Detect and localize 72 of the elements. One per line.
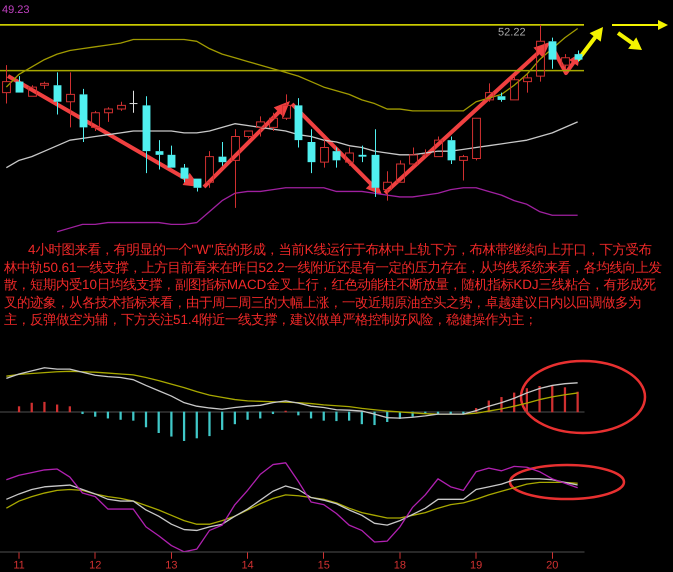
candlestick (498, 92, 506, 102)
annotation: 52.22 (498, 26, 526, 38)
bar (360, 412, 363, 424)
candlestick (2, 64, 11, 104)
candlestick (523, 74, 532, 94)
candlestick (117, 101, 126, 112)
bar (106, 412, 110, 418)
candlestick (448, 136, 456, 164)
candlestick (345, 147, 354, 166)
x-tick-label: 13 (165, 559, 178, 572)
bar (68, 406, 71, 412)
candlestick (548, 37, 556, 70)
text: 49.23 (2, 4, 30, 16)
candlestick (218, 142, 226, 166)
candlestick (142, 96, 150, 174)
x-tick-label: 11 (13, 559, 25, 572)
candlestick (168, 145, 176, 168)
candlestick (561, 54, 570, 70)
candlestick (156, 140, 164, 170)
bar (30, 402, 33, 412)
candlestick (320, 140, 329, 168)
x-tick-label: 14 (241, 559, 254, 572)
candlestick (16, 76, 24, 93)
candlestick (574, 50, 582, 62)
bar (158, 412, 160, 434)
candlestick (194, 178, 202, 192)
candlestick (308, 128, 316, 174)
candlestick (54, 72, 62, 116)
candlestick (294, 98, 302, 148)
bar (272, 412, 274, 414)
bar (259, 412, 262, 418)
candlestick (129, 90, 138, 114)
bar (234, 412, 236, 424)
candlestick (180, 163, 188, 183)
x-tick-label: 19 (470, 559, 482, 572)
candlestick (332, 147, 340, 168)
bar (119, 412, 122, 420)
bar (576, 392, 579, 412)
bar (310, 412, 312, 418)
bar (144, 412, 148, 428)
bar (246, 412, 249, 420)
bar (56, 404, 58, 412)
candlestick (80, 88, 88, 143)
bar (322, 412, 325, 421)
bar (551, 385, 554, 412)
bar (297, 412, 300, 416)
candlestick (383, 170, 392, 202)
candlestick (231, 128, 240, 208)
bar (81, 412, 84, 414)
bar (94, 412, 96, 417)
text: 4小时图来看，有明显的一个"W"底的形成，当前K线运行于布林中上轨下方，布林带继续向上开口，下方受布林中轨50.61一线支撑，上方目前看来在昨日52.2一线附近还是有一定的压力存在，从均线系统来看，各均线向上发散，短期内受10日均线支撑，副图指标MACD金叉上行，红色动能柱不断放量，随机指标KDJ三线粘合，有形成死叉的迹象，从各技术指标来看，由于周二周三的大幅上涨，一改近期原油空头之势，卓越建议日内以回调做多为主，反弹做空为辅，下方关注51.4附近一线支撑，建议做单严格控制好风险，稳健操作为主； (3, 241, 663, 329)
candlestick (510, 76, 519, 100)
candlestick (269, 112, 278, 132)
candlestick (40, 81, 49, 90)
x-tick-label: 12 (89, 559, 102, 572)
candlestick (205, 150, 214, 188)
candlestick (104, 106, 113, 122)
bar (132, 412, 134, 421)
candlestick (256, 116, 265, 138)
bar (221, 412, 224, 430)
candlestick (459, 154, 468, 181)
bar (348, 412, 350, 421)
candlestick (282, 94, 291, 121)
bar (196, 412, 198, 438)
candlestick (409, 147, 418, 166)
x-tick-label: 15 (318, 559, 330, 572)
candlestick (66, 72, 75, 128)
candlestick (372, 128, 380, 198)
candlestick (536, 24, 545, 82)
x-tick-label: 18 (394, 559, 406, 572)
candlestick (485, 82, 494, 102)
x-tick-label: 20 (546, 559, 558, 572)
